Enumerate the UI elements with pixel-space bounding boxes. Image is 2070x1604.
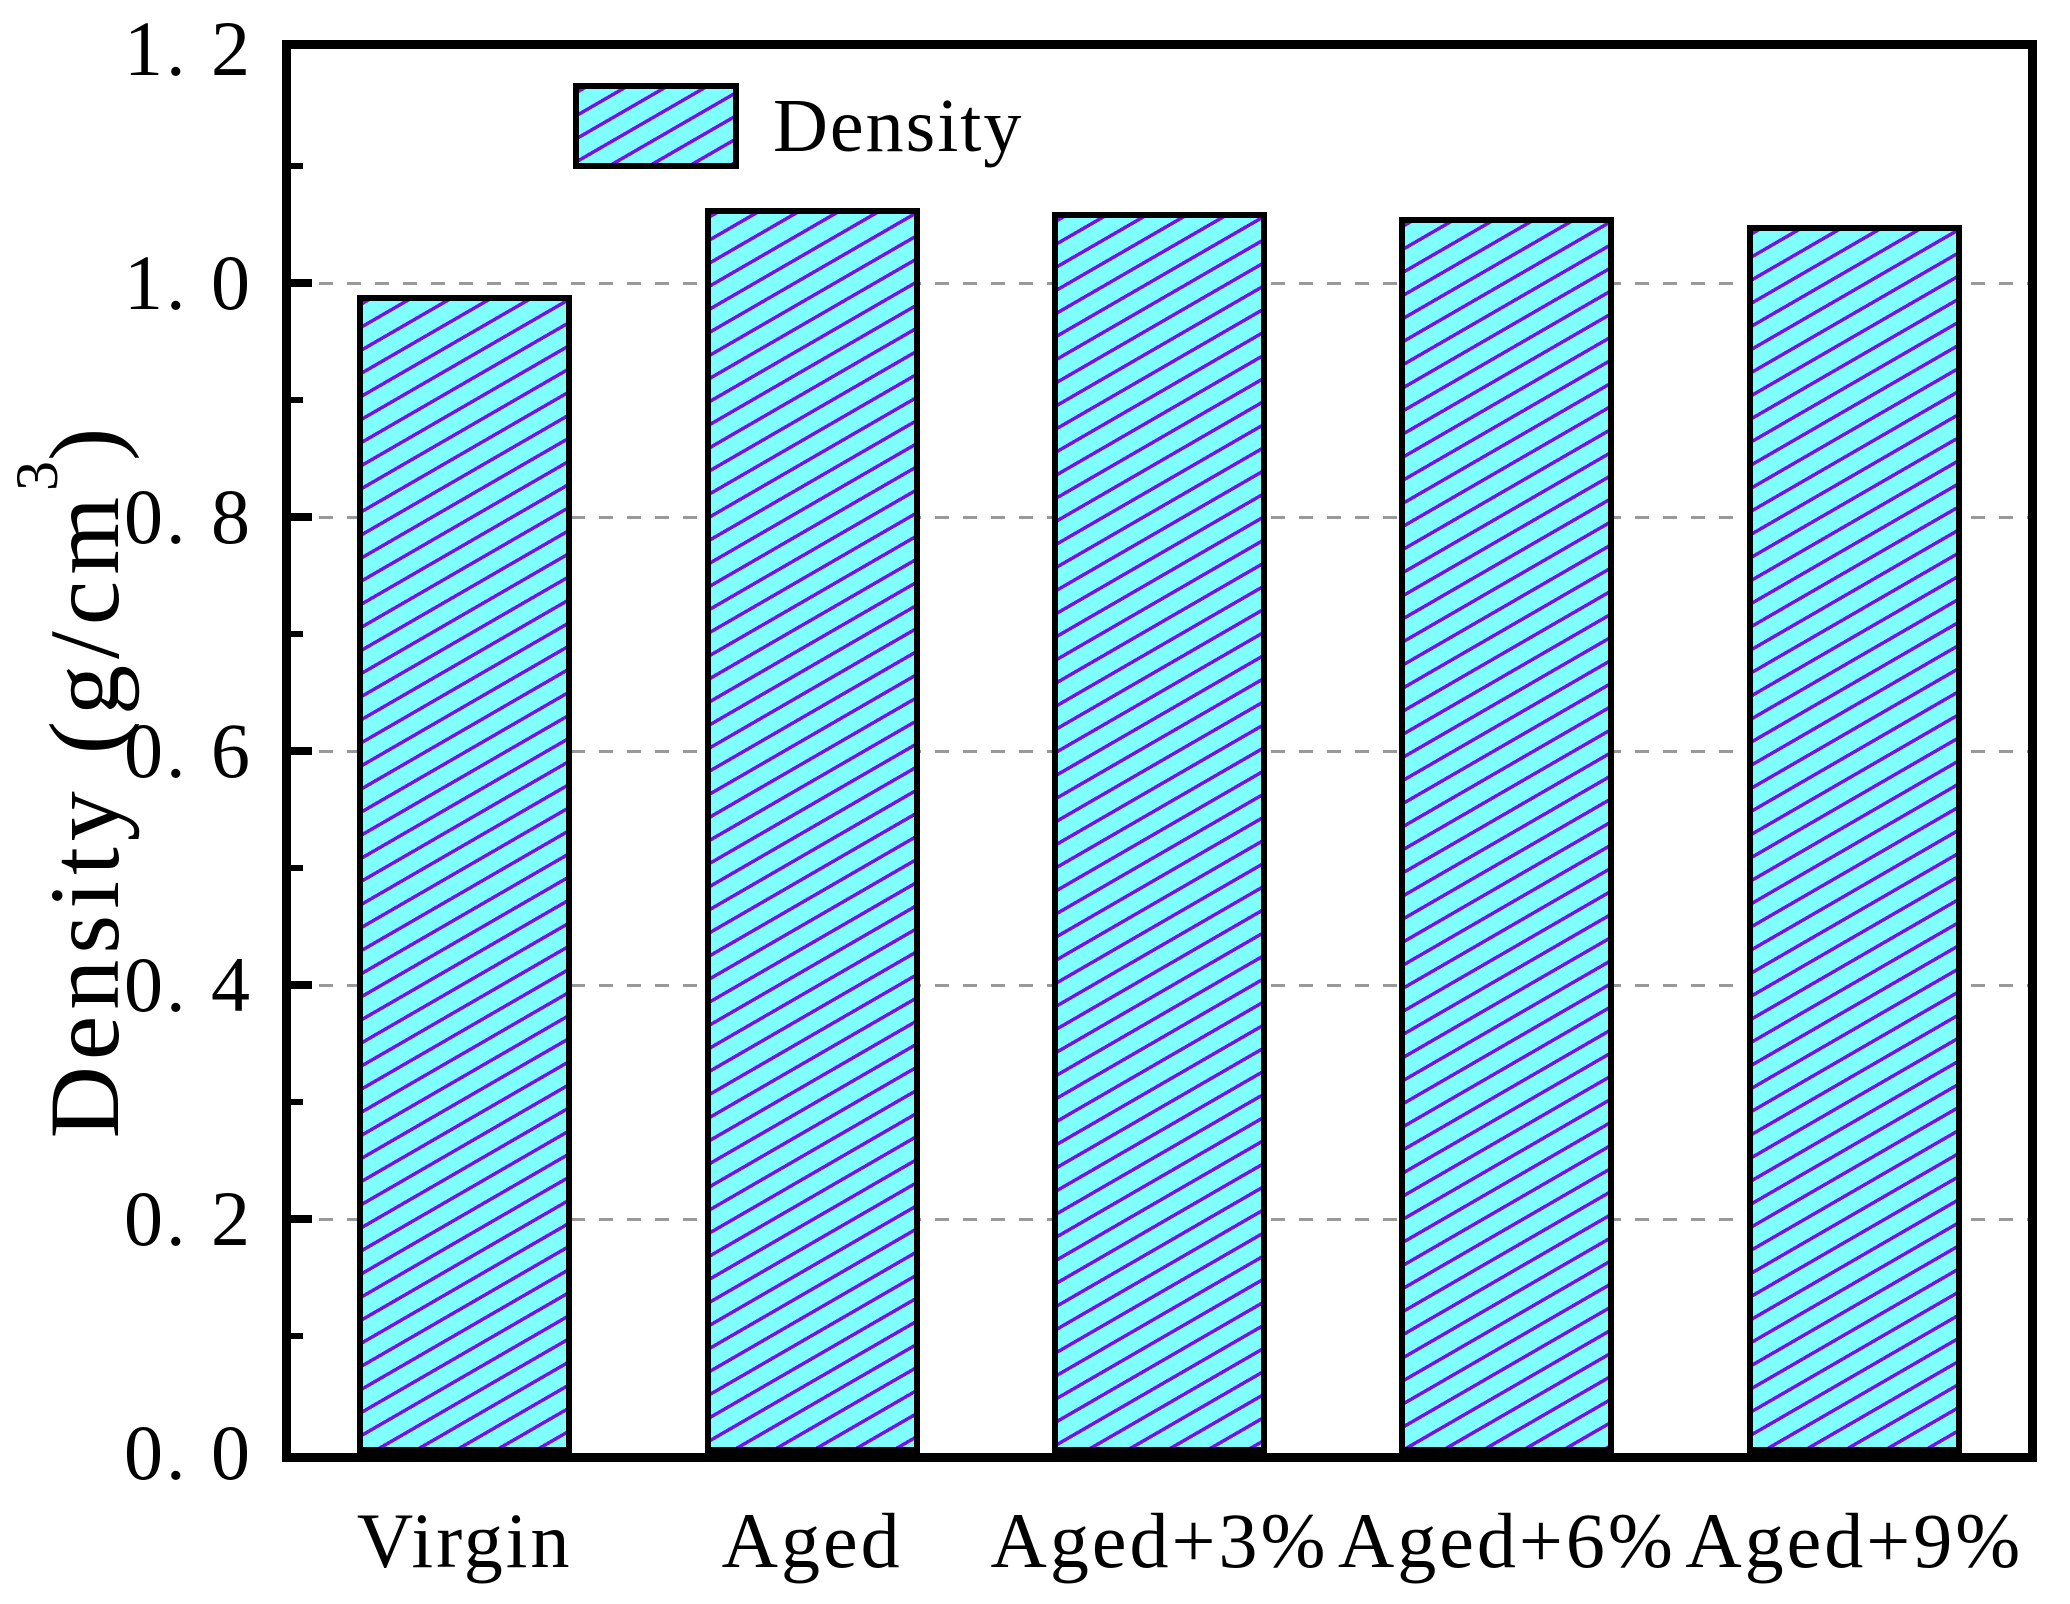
y-tick-label-0.6: 0. 6 bbox=[124, 707, 253, 794]
bar-virgin bbox=[357, 294, 573, 1453]
bar-aged-3 bbox=[1052, 211, 1267, 1453]
y-major-tick-0.8 bbox=[291, 513, 312, 521]
bar-aged bbox=[704, 208, 920, 1453]
x-label-aged: Aged bbox=[721, 1497, 903, 1584]
y-minor-tick-1.1 bbox=[291, 163, 303, 169]
legend-label-density: Density bbox=[773, 84, 1024, 168]
legend-swatch-density bbox=[573, 83, 739, 169]
y-axis-tick-labels: 0. 0 0. 2 0. 4 0. 6 0. 8 1. 0 1. 2 bbox=[0, 10, 253, 1492]
y-major-tick-1 bbox=[291, 279, 312, 287]
y-tick-label-1.2: 1. 2 bbox=[124, 5, 253, 92]
x-axis-category-labels: Virgin Aged Aged+3% Aged+6% Aged+9% bbox=[291, 1498, 2028, 1604]
y-major-tick-0.2 bbox=[291, 1215, 312, 1223]
y-tick-label-0.8: 0. 8 bbox=[124, 473, 253, 560]
y-minor-tick-0.5 bbox=[291, 865, 303, 871]
bar-aged-9 bbox=[1746, 224, 1962, 1453]
y-tick-label-0.4: 0. 4 bbox=[124, 941, 253, 1028]
plot-frame: Density bbox=[282, 40, 2037, 1462]
y-major-tick-0.4 bbox=[291, 981, 312, 989]
x-label-virgin: Virgin bbox=[356, 1497, 573, 1584]
y-minor-tick-0.1 bbox=[291, 1333, 303, 1339]
y-minor-tick-0.3 bbox=[291, 1099, 303, 1105]
x-label-aged-6: Aged+6% bbox=[1337, 1497, 1676, 1584]
y-minor-tick-0.7 bbox=[291, 631, 303, 637]
y-tick-label-0.2: 0. 2 bbox=[124, 1175, 253, 1262]
bars-layer bbox=[291, 49, 2028, 1453]
y-tick-label-0: 0. 0 bbox=[124, 1409, 253, 1496]
bar-aged-6 bbox=[1399, 217, 1615, 1453]
y-major-tick-0.6 bbox=[291, 747, 312, 755]
y-tick-label-1: 1. 0 bbox=[124, 239, 253, 326]
x-label-aged-3: Aged+3% bbox=[990, 1497, 1329, 1584]
legend: Density bbox=[573, 83, 1023, 169]
x-label-aged-9: Aged+9% bbox=[1685, 1497, 2024, 1584]
y-minor-tick-0.9 bbox=[291, 397, 303, 403]
axis-ticks-layer bbox=[291, 49, 2028, 1453]
